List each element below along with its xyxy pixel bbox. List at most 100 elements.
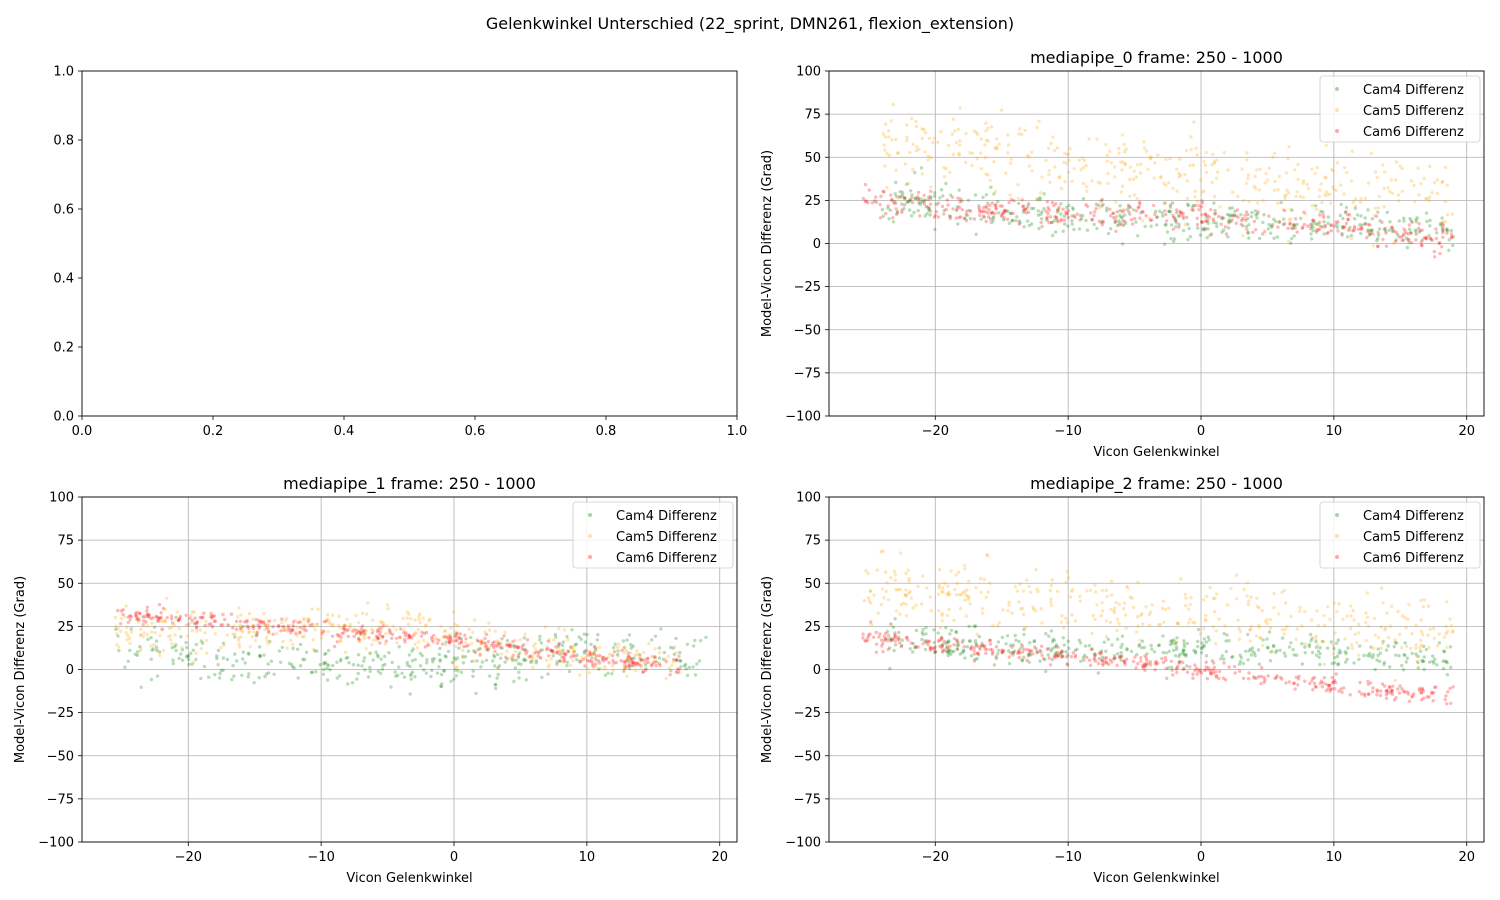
data-point: [1244, 218, 1248, 222]
data-point: [1410, 695, 1414, 699]
y-tick-label: 50: [804, 151, 821, 166]
data-point: [610, 672, 614, 676]
data-point: [463, 633, 467, 637]
data-point: [957, 215, 961, 220]
data-point: [1427, 645, 1431, 650]
data-point: [1240, 218, 1244, 223]
data-point: [1022, 208, 1026, 213]
data-point: [469, 641, 474, 646]
data-point: [1115, 617, 1120, 622]
data-point: [1276, 225, 1280, 229]
data-point: [551, 649, 555, 653]
data-point: [1045, 218, 1049, 222]
data-point: [117, 645, 121, 649]
data-point: [996, 648, 1001, 652]
data-point: [1402, 216, 1406, 220]
data-point: [1449, 236, 1454, 240]
data-point: [454, 639, 458, 643]
data-point: [622, 651, 626, 655]
data-point: [354, 613, 358, 618]
data-point: [978, 647, 982, 651]
data-point: [1050, 647, 1054, 651]
data-point: [505, 649, 509, 653]
data-point: [177, 617, 182, 622]
data-point: [1342, 165, 1347, 170]
data-point: [1325, 193, 1330, 197]
data-point: [1026, 654, 1030, 658]
data-point: [1097, 656, 1102, 661]
data-point: [1129, 649, 1134, 654]
data-point: [1017, 600, 1021, 604]
data-point: [247, 631, 251, 635]
data-point: [129, 630, 134, 634]
x-tick-label: 0: [450, 850, 458, 865]
data-point: [1070, 222, 1075, 226]
data-point: [362, 632, 367, 636]
data-point: [1006, 133, 1010, 137]
data-point: [456, 669, 460, 673]
data-point: [1068, 147, 1072, 151]
data-point: [294, 631, 298, 636]
data-point: [1059, 217, 1064, 222]
data-point: [413, 631, 417, 635]
data-point: [366, 675, 371, 679]
data-point: [1329, 640, 1334, 644]
data-point: [461, 648, 465, 653]
data-point: [1196, 226, 1200, 230]
data-point: [1441, 229, 1445, 233]
data-point: [247, 629, 251, 634]
data-point: [1283, 654, 1288, 658]
data-point: [1287, 218, 1291, 222]
data-point: [343, 623, 347, 627]
data-point: [1354, 197, 1358, 201]
data-point: [1169, 659, 1174, 663]
data-point: [1069, 655, 1074, 659]
data-point: [1093, 583, 1097, 587]
data-point: [1064, 650, 1068, 654]
data-point: [189, 613, 193, 618]
data-point: [1150, 647, 1154, 651]
data-point: [927, 639, 932, 643]
data-point: [560, 655, 564, 659]
data-point: [986, 201, 990, 205]
data-point: [1182, 648, 1186, 652]
data-point: [379, 619, 383, 624]
data-point: [1233, 209, 1237, 213]
data-point: [467, 627, 471, 631]
data-point: [1414, 220, 1419, 224]
data-point: [320, 632, 324, 636]
data-point: [881, 650, 885, 654]
data-point: [923, 647, 928, 652]
data-point: [946, 645, 950, 650]
data-point: [1277, 220, 1282, 224]
data-point: [195, 619, 199, 624]
data-point: [225, 633, 230, 637]
data-point: [982, 577, 986, 582]
data-point: [597, 667, 601, 671]
data-point: [622, 647, 626, 651]
data-point: [1378, 693, 1383, 698]
data-point: [1390, 191, 1395, 195]
data-point: [1055, 208, 1060, 212]
data-point: [1428, 224, 1432, 228]
data-point: [1326, 221, 1330, 225]
data-point: [245, 620, 249, 624]
data-point: [972, 129, 976, 133]
data-point: [1220, 217, 1224, 221]
data-point: [890, 637, 894, 641]
data-point: [1107, 662, 1111, 666]
data-point: [1371, 232, 1375, 236]
data-point: [1204, 594, 1209, 599]
y-tick-label: 50: [804, 577, 821, 592]
data-point: [1244, 224, 1249, 229]
legend-label: Cam5 Differenz: [1363, 104, 1464, 119]
data-point: [1174, 645, 1179, 649]
data-point: [876, 611, 880, 615]
data-point: [1351, 229, 1355, 233]
data-point: [926, 158, 930, 162]
data-point: [919, 602, 924, 606]
data-point: [381, 621, 386, 625]
data-point: [922, 193, 926, 197]
data-point: [422, 631, 427, 636]
data-point: [359, 632, 363, 636]
